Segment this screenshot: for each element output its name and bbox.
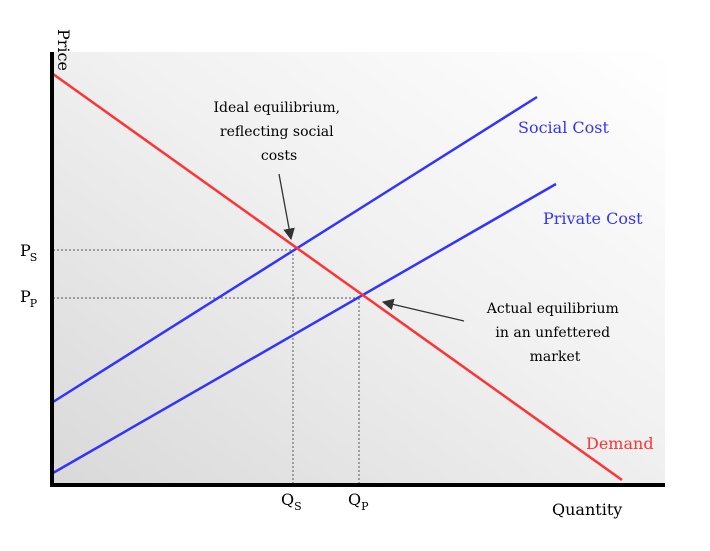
quantity-social-marker: QS	[281, 490, 302, 513]
actual-equilibrium-annotation: Actual equilibrium in an unfettered mark…	[381, 298, 623, 365]
ideal-annotation-line-2: reflecting social	[220, 124, 334, 140]
guide-lines	[53, 249, 360, 484]
price-private-marker: PP	[20, 287, 38, 310]
price-social-main: P	[20, 241, 31, 260]
ideal-equilibrium-annotation: Ideal equilibrium, reflecting social cos…	[213, 100, 344, 241]
quantity-private-main: Q	[348, 490, 361, 509]
y-axis-label: Price	[54, 29, 73, 71]
quantity-private-sub: P	[361, 500, 369, 513]
ideal-annotation-line-3: costs	[261, 148, 297, 164]
private-cost-curve	[52, 182, 557, 475]
actual-annotation-line-2: in an unfettered	[495, 325, 610, 341]
ideal-arrow	[278, 173, 295, 241]
price-private-sub: P	[30, 297, 38, 310]
ideal-annotation-line-1: Ideal equilibrium,	[213, 100, 340, 116]
price-social-marker: PS	[20, 241, 37, 264]
actual-annotation-text: Actual equilibrium in an unfettered mark…	[486, 301, 623, 365]
demand-curve	[52, 72, 623, 482]
actual-annotation-line-1: Actual equilibrium	[486, 301, 619, 317]
social-cost-curve	[52, 95, 538, 404]
actual-arrow	[381, 298, 465, 322]
price-private-main: P	[20, 287, 31, 306]
private-cost-label: Private Cost	[543, 209, 643, 228]
x-axis-label: Quantity	[552, 500, 622, 519]
quantity-private-marker: QP	[348, 490, 369, 513]
demand-label: Demand	[586, 434, 654, 453]
quantity-social-main: Q	[281, 490, 294, 509]
actual-annotation-line-3: market	[530, 349, 581, 365]
price-social-sub: S	[30, 251, 38, 264]
quantity-social-sub: S	[294, 500, 302, 513]
social-cost-label: Social Cost	[518, 118, 610, 137]
ideal-annotation-text: Ideal equilibrium, reflecting social cos…	[213, 100, 344, 164]
